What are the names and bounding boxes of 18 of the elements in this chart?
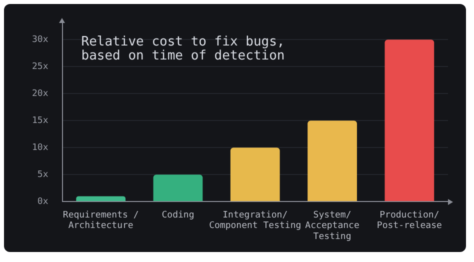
y-tick-label: 10x (32, 142, 49, 153)
y-tick-label: 5x (37, 170, 49, 180)
bar (153, 174, 203, 202)
x-tick-label: System/ Acceptance Testing (305, 210, 360, 242)
y-tick-label: 15x (32, 116, 49, 126)
bar (308, 120, 357, 202)
y-tick-label: 30x (32, 34, 49, 45)
y-tick-label: 20x (32, 88, 49, 99)
y-tick-label: 0x (37, 196, 49, 207)
text: Relative cost to fix bugs, based on time of detection (81, 34, 285, 64)
bar (384, 40, 434, 202)
bar (230, 148, 280, 202)
bar (76, 196, 126, 202)
x-tick-label: Production/ Post-release (376, 210, 442, 232)
y-tick-label: 25x (32, 62, 49, 72)
x-tick-label: Coding (162, 210, 194, 220)
x-tick-label: Requirements / Architecture (62, 210, 139, 232)
x-tick-label: Integration/ Component Testing (209, 210, 302, 232)
